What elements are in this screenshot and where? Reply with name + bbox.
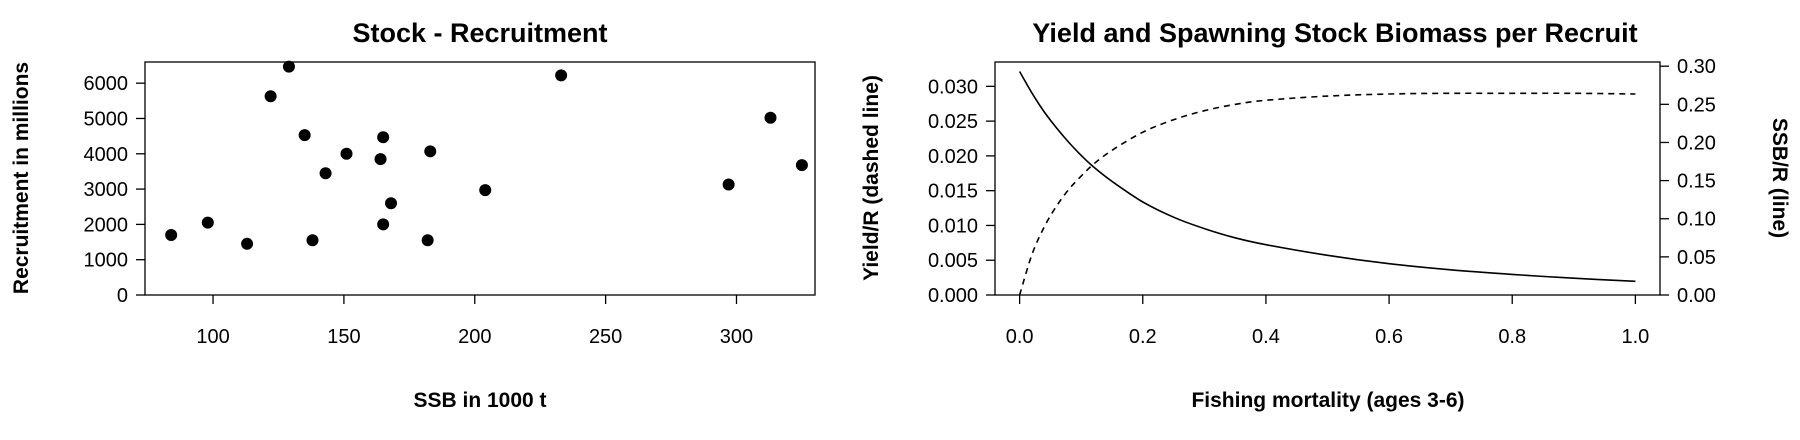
right-y-tick-label: 0.15 — [1677, 171, 1716, 193]
yield-per-recruit-x-axis: 0.0 0.2 0.4 0.6 0.8 1.0 — [1006, 295, 1649, 348]
data-point — [374, 153, 387, 166]
stock-recruitment-x-axis: 100 150 200 250 300 — [196, 295, 753, 348]
right-y-tick-label: 0.30 — [1677, 56, 1716, 78]
x-tick-label: 0.2 — [1129, 326, 1157, 348]
data-point — [795, 159, 808, 172]
stock-recruitment-y-axis: 0 1000 2000 3000 4000 5000 6000 — [84, 73, 145, 307]
x-tick-label: 300 — [720, 326, 753, 348]
data-point — [241, 237, 254, 250]
yield-per-recruit-line — [1018, 92, 1636, 296]
data-point — [306, 234, 319, 247]
data-point — [282, 60, 295, 73]
data-point — [377, 131, 390, 144]
stock-recruitment-y-label: Recruitment in millions — [10, 62, 33, 294]
x-tick-label: 100 — [196, 326, 229, 348]
data-point — [377, 218, 390, 231]
yield-per-recruit-left-y-label: Yield/R (dashed line) — [860, 75, 883, 281]
x-tick-label: 1.0 — [1621, 326, 1649, 348]
data-point — [722, 178, 735, 191]
x-tick-label: 200 — [458, 326, 491, 348]
y-tick-label: 5000 — [84, 108, 129, 130]
y-tick-label: 2000 — [84, 214, 129, 236]
data-point — [555, 69, 568, 82]
right-y-tick-label: 0.10 — [1677, 209, 1716, 231]
x-tick-label: 0.0 — [1006, 326, 1034, 348]
y-tick-label: 6000 — [84, 73, 129, 95]
left-y-tick-label: 0.030 — [928, 76, 978, 98]
y-tick-label: 3000 — [84, 179, 129, 201]
data-point — [298, 129, 311, 142]
x-tick-label: 0.6 — [1375, 326, 1403, 348]
left-y-tick-label: 0.025 — [928, 111, 978, 133]
data-point — [385, 197, 398, 210]
right-y-tick-label: 0.25 — [1677, 94, 1716, 116]
data-point — [764, 111, 777, 124]
y-tick-label: 1000 — [84, 250, 129, 272]
data-point — [165, 228, 178, 241]
y-tick-label: 0 — [117, 285, 128, 307]
stock-recruitment-chart: Stock - Recruitment 100 150 200 250 300 0 100… — [10, 18, 816, 412]
yield-per-recruit-chart: Yield and Spawning Stock Biomass per Rec… — [860, 18, 1791, 412]
data-point — [201, 216, 214, 229]
x-tick-label: 0.4 — [1252, 326, 1280, 348]
x-tick-label: 0.8 — [1498, 326, 1526, 348]
data-point — [421, 234, 434, 247]
x-tick-label: 250 — [589, 326, 622, 348]
data-point — [479, 184, 492, 197]
stock-recruitment-plot-frame — [144, 61, 816, 296]
stock-recruitment-x-label: SSB in 1000 t — [413, 389, 546, 412]
stock-recruitment-title: Stock - Recruitment — [352, 18, 607, 48]
data-point — [319, 167, 332, 180]
data-point — [340, 147, 353, 160]
yield-per-recruit-lines — [1018, 71, 1636, 296]
x-tick-label: 150 — [327, 326, 360, 348]
right-y-tick-label: 0.00 — [1677, 285, 1716, 307]
yield-per-recruit-right-y-label: SSB/R (line) — [1768, 118, 1791, 238]
yield-per-recruit-left-y-axis: 0.000 0.005 0.010 0.015 0.020 0.025 0.030 — [928, 76, 995, 307]
yield-per-recruit-plot-frame — [994, 61, 1661, 296]
left-y-tick-label: 0.000 — [928, 285, 978, 307]
yield-per-recruit-x-label: Fishing mortality (ages 3-6) — [1191, 389, 1464, 412]
data-point — [264, 90, 277, 103]
right-y-tick-label: 0.05 — [1677, 247, 1716, 269]
left-y-tick-label: 0.020 — [928, 146, 978, 168]
left-y-tick-label: 0.005 — [928, 250, 978, 272]
left-y-tick-label: 0.015 — [928, 181, 978, 203]
yield-per-recruit-title: Yield and Spawning Stock Biomass per Rec… — [1032, 18, 1637, 48]
stock-recruitment-points — [165, 60, 808, 250]
y-tick-label: 4000 — [84, 144, 129, 166]
ssb-per-recruit-line — [1018, 71, 1636, 283]
left-y-tick-label: 0.010 — [928, 215, 978, 237]
data-point — [424, 145, 437, 158]
yield-per-recruit-right-y-axis: 0.00 0.05 0.10 0.15 0.20 0.25 0.30 — [1660, 56, 1716, 307]
right-y-tick-label: 0.20 — [1677, 132, 1716, 154]
